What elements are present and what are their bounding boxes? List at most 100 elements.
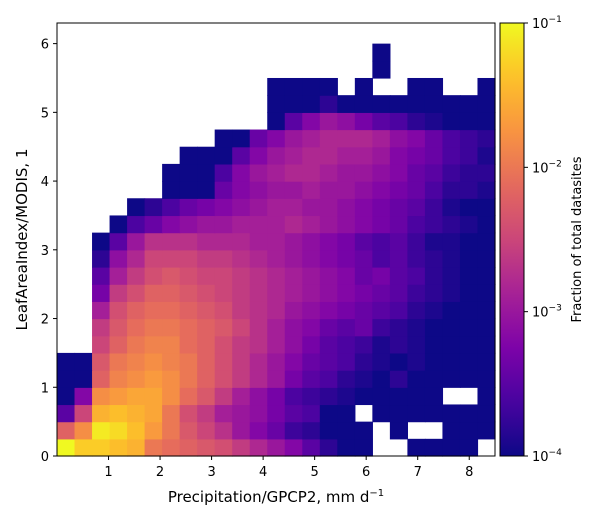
heatmap-cell [284,215,303,234]
heatmap-cell [214,421,233,440]
heatmap-cell [284,146,303,165]
heatmap-cell [424,352,444,371]
heatmap-cell [162,232,181,251]
heatmap-cell [162,387,181,406]
heatmap-cell [267,77,286,96]
heatmap-cell [477,301,496,320]
heatmap-cell [144,421,163,440]
heatmap-cell [92,284,111,302]
x-tick-label: 8 [465,465,473,480]
heatmap-cell [407,129,426,148]
x-tick-label: 6 [362,465,370,480]
heatmap-cell [424,301,444,320]
heatmap-cell [372,198,391,217]
heatmap-cell [407,352,426,371]
heatmap-cell [109,318,128,337]
heatmap-cell [424,95,444,113]
heatmap-cell [389,318,408,337]
heatmap-cell [267,181,286,199]
heatmap-cell [459,335,479,354]
heatmap-cell [407,163,426,182]
plot-frame [56,22,496,457]
heatmap-cell [442,421,461,440]
heatmap-cell [354,112,373,131]
heatmap-cell [477,232,496,251]
heatmap-cell [302,335,321,354]
heatmap-cell [179,163,198,182]
heatmap-cell [389,146,408,165]
heatmap-cell [337,284,356,302]
heatmap-cell [249,438,268,457]
y-tick-label: 1 [41,381,49,396]
heatmap-cell [284,112,303,131]
heatmap-cell [319,181,338,199]
heatmap-cell [92,318,111,337]
heatmap-cell [337,95,356,113]
heatmap-cell [267,249,286,268]
heatmap-cell [109,404,128,423]
heatmap-cell [232,146,251,165]
heatmap-cell [477,404,496,423]
heatmap-cell [337,215,356,234]
heatmap-cell [249,318,268,337]
heatmap-cell [284,335,303,354]
heatmap-cell [302,77,321,96]
heatmap-cell [144,404,163,423]
heatmap-cell [267,198,286,217]
heatmap-cell [337,301,356,320]
heatmap-cell [424,318,444,337]
heatmap-cell [57,352,76,371]
heatmap-cell [179,266,198,285]
heatmap-cell [372,284,391,302]
heatmap-cell [92,249,111,268]
heatmap-cell [284,301,303,320]
heatmap-cell [459,163,479,182]
colorbar-tick-label: 10−2 [532,159,562,176]
heatmap-cell [214,249,233,268]
heatmap-cell [424,181,444,199]
heatmap-cell [144,232,163,251]
heatmap-cell [284,387,303,406]
heatmap-cell [144,438,163,457]
heatmap-cell [179,318,198,337]
heatmap-cell [319,370,338,388]
heatmap-cell [267,352,286,371]
heatmap-cell [302,232,321,251]
heatmap-cell [337,387,356,406]
heatmap-cell [302,163,321,182]
heatmap-cell [179,198,198,217]
heatmap-cell [232,266,251,285]
heatmap-cell [197,163,216,182]
heatmap-cell [442,301,461,320]
y-tick-label: 2 [41,313,49,328]
heatmap-cell [284,181,303,199]
heatmap-cell [372,60,391,79]
heatmap-cell [232,284,251,302]
heatmap-cell [442,404,461,423]
heatmap-cell [337,266,356,285]
heatmap-cell [197,404,216,423]
heatmap-cell [424,198,444,217]
heatmap-cell [354,284,373,302]
x-tick-label: 4 [259,465,267,480]
heatmap-cell [354,198,373,217]
heatmap-cell [92,387,111,406]
heatmap-cell [354,318,373,337]
heatmap-cell [197,249,216,268]
heatmap-cell [197,146,216,165]
heatmap-cell [144,318,163,337]
heatmap-cell [337,146,356,165]
heatmap-cell [179,421,198,440]
heatmap-cell [127,198,146,217]
heatmap-cell [179,146,198,165]
heatmap-cell [407,335,426,354]
heatmap-cell [267,146,286,165]
y-tick-label: 5 [41,106,49,121]
heatmap-cell [424,249,444,268]
heatmap-cell [214,129,233,148]
heatmap-cell [459,438,479,457]
heatmap-cell [267,438,286,457]
heatmap-cell [407,249,426,268]
heatmap-cell [389,181,408,199]
heatmap-cell [232,318,251,337]
